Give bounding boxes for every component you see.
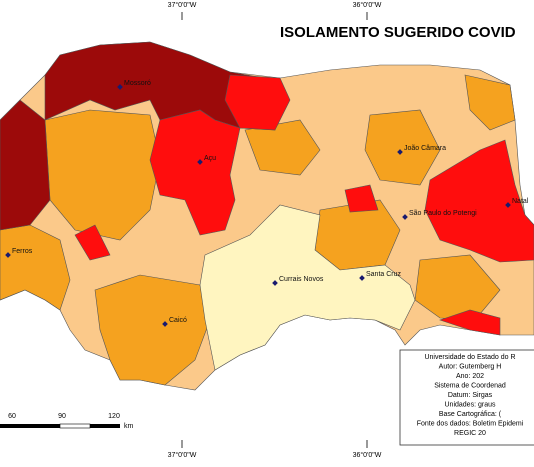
region [244,119,321,176]
info-line: Ano: 202 [456,373,484,380]
city-marker [197,159,203,165]
graticule-label: 37°0'0"W [168,1,197,9]
region [344,184,379,213]
region [74,224,111,261]
region [0,99,51,231]
info-line: Autor: Gutemberg H [439,363,502,370]
city-label: Mossoró [124,80,151,87]
region [424,139,534,263]
scale-label: 120 [108,413,120,420]
region [439,309,501,336]
city-label: Natal [512,198,529,205]
map-title: ISOLAMENTO SUGERIDO COVID [280,24,516,41]
region [199,204,416,371]
info-line: REGIC 20 [454,430,486,437]
graticule-label: 37°0'0"W [168,451,197,459]
region [44,109,161,241]
region [224,74,291,131]
city-marker [397,149,403,155]
scale-bar: 60 90 120 km [0,413,134,430]
city-label: João Câmara [404,145,446,152]
graticule-label: 36°0'0"W [353,451,382,459]
city-label: Caicó [169,317,187,324]
city-marker [117,84,123,90]
scale-label: 90 [58,413,66,420]
info-box [399,349,534,446]
region [464,74,516,131]
city-marker [359,275,365,281]
info-line: Datum: Sirgas [448,392,493,399]
graticule-label: 36°0'0"W [353,1,382,9]
region [149,109,241,236]
info-line: Sistema de Coordenad [434,382,506,389]
info-lines: Universidade do Estado do R Autor: Gutemb… [417,354,524,437]
cities: Mossoró Açu João Câmara Natal São Paulo do P… [5,80,529,327]
city-marker [505,202,511,208]
info-line: Universidade do Estado do R [424,354,515,361]
region [364,109,441,186]
city-label: Açu [204,155,216,162]
city-label: São Paulo do Potengi [409,210,477,217]
city-marker [162,321,168,327]
info-line: Unidades: graus [445,401,496,408]
city-label: Ferros [12,248,33,255]
info-line: Base Cartográfica: ( [439,411,502,418]
region [94,274,211,386]
city-label: Santa Cruz [366,271,402,278]
city-marker [402,214,408,220]
scale-label: 60 [8,413,16,420]
info-line: Fonte dos dados: Boletim Epidemi [417,420,524,427]
city-label: Currais Novos [279,276,324,283]
scale-unit: km [124,423,134,430]
region [0,224,71,311]
city-marker [272,280,278,286]
